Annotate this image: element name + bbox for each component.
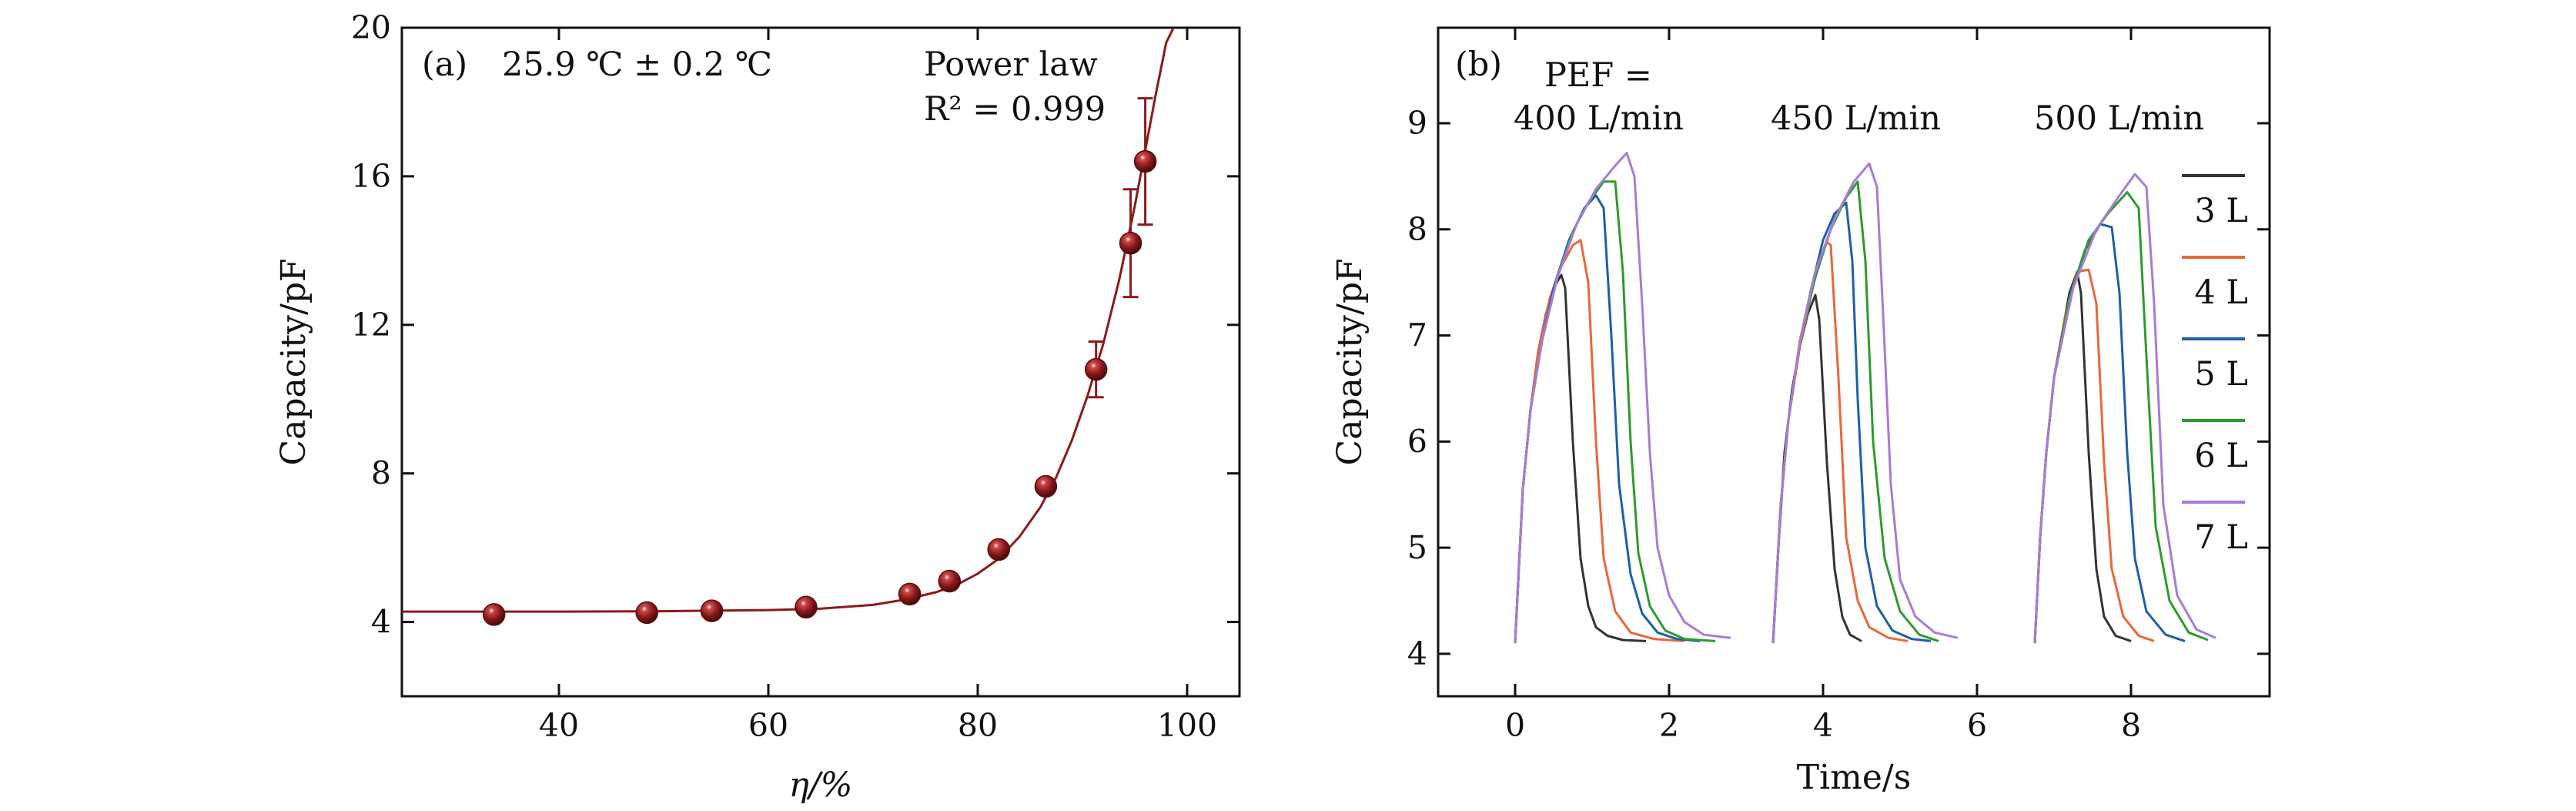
b-y-tick-label: 7 — [1407, 317, 1427, 354]
data-points-group — [482, 149, 1157, 626]
legend-label: 6 L — [2194, 437, 2248, 475]
a-y-tick-label: 20 — [351, 9, 391, 46]
b-y-tick-label: 6 — [1407, 423, 1427, 460]
y-axis-title-b: Capacity/pF — [1330, 258, 1370, 465]
series-line-7l-group2 — [1771, 162, 1959, 644]
x-axis-title-b: Time/s — [1797, 758, 1912, 797]
b-y-tick-label: 9 — [1407, 105, 1427, 142]
a-y-tick-label: 4 — [371, 604, 391, 641]
a-x-tick-label: 40 — [539, 707, 579, 744]
legend-label: 3 L — [2194, 192, 2248, 230]
group-label-450: 450 L/min — [1771, 99, 1941, 138]
series-line-4l-group1 — [1514, 239, 1685, 644]
series-line-4l-group2 — [1771, 240, 1909, 644]
tick-marks-b — [1438, 28, 2270, 696]
data-point — [795, 595, 818, 619]
b-x-tick-label: 0 — [1505, 707, 1525, 744]
pef-label: PEF = — [1544, 56, 1652, 95]
data-point — [635, 601, 658, 625]
b-x-tick-label: 2 — [1659, 707, 1679, 744]
series-line-4l-group3 — [2033, 268, 2155, 644]
series-line-3l-group2 — [1771, 293, 1862, 644]
data-point — [1133, 149, 1157, 173]
series-line-5l-group3 — [2033, 223, 2186, 644]
legend-label: 5 L — [2194, 355, 2248, 394]
series-line-7l-group1 — [1514, 152, 1731, 644]
tick-labels-b: 0 2 4 6 8 4 5 6 7 8 9 — [1407, 105, 2141, 744]
b-x-tick-label: 6 — [1967, 707, 1987, 744]
group-label-400: 400 L/min — [1514, 99, 1684, 138]
b-y-tick-label: 8 — [1407, 211, 1427, 248]
group-label-500: 500 L/min — [2034, 99, 2204, 138]
series-line-5l-group2 — [1771, 201, 1932, 644]
y-axis-title-a: Capacity/pF — [274, 258, 313, 465]
fit-name-annotation: Power law — [924, 45, 1098, 84]
data-point — [482, 603, 506, 626]
series-lines-group — [1514, 152, 2216, 644]
series-line-6l-group2 — [1771, 180, 1939, 644]
tick-marks-a — [402, 26, 1239, 696]
a-y-tick-label: 16 — [351, 158, 391, 195]
series-line-7l-group3 — [2033, 173, 2216, 644]
panel-b: 0 2 4 6 8 4 5 6 7 8 9 3 L 4 L 5 L 6 L 7 L (b) PEF = 40… — [1330, 26, 2271, 797]
a-x-tick-label: 60 — [748, 707, 788, 744]
legend: 3 L 4 L 5 L 6 L 7 L — [2182, 174, 2248, 557]
data-point — [938, 569, 962, 593]
data-point — [700, 599, 724, 622]
legend-label: 7 L — [2194, 518, 2248, 557]
a-y-tick-label: 12 — [351, 307, 391, 344]
b-x-tick-label: 8 — [2121, 707, 2141, 744]
plot-frame-b — [1437, 26, 2271, 698]
data-point — [898, 582, 922, 606]
a-y-tick-label: 8 — [371, 455, 391, 492]
panel-a: 40 60 80 100 4 8 12 16 20 (a) 25.9 ℃ ± 0.2 ℃ Pow… — [274, 9, 1241, 805]
b-y-tick-label: 4 — [1407, 635, 1427, 672]
series-line-6l-group3 — [2033, 191, 2209, 644]
x-axis-title-a: η/% — [789, 766, 853, 805]
data-point — [987, 538, 1010, 561]
data-point — [1034, 474, 1058, 498]
a-x-tick-label: 80 — [958, 707, 998, 744]
plot-frame-a — [400, 26, 1241, 698]
a-x-tick-label: 100 — [1157, 707, 1217, 744]
tick-labels-a: 40 60 80 100 4 8 12 16 20 — [351, 9, 1217, 744]
b-x-tick-label: 4 — [1813, 707, 1833, 744]
data-point — [1119, 231, 1142, 255]
fit-quality-annotation: R² = 0.999 — [924, 90, 1106, 129]
b-y-tick-label: 5 — [1407, 529, 1427, 566]
temperature-annotation: 25.9 ℃ ± 0.2 ℃ — [502, 45, 772, 84]
panel-label-a: (a) — [422, 45, 467, 84]
legend-label: 4 L — [2194, 273, 2248, 312]
data-point — [1084, 357, 1108, 381]
panel-label-b: (b) — [1455, 45, 1502, 84]
